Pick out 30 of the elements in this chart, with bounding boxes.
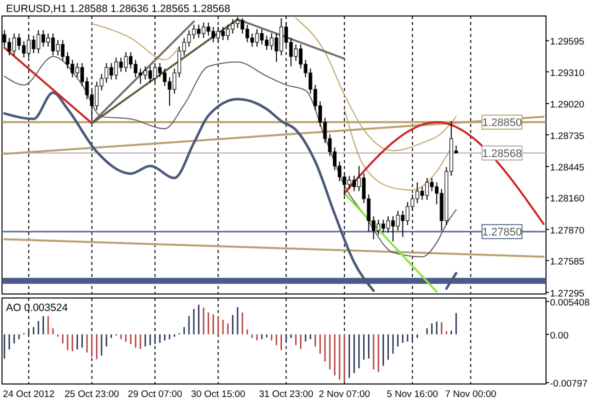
y-tick-label: 0.005408	[550, 298, 590, 309]
x-tick-label: 2 Nov 07:00	[318, 389, 370, 400]
line-series	[295, 18, 457, 152]
x-tick-label: 29 Oct 07:00	[128, 389, 182, 400]
line-series	[344, 108, 452, 191]
y-tick-label: 1.27870	[550, 225, 584, 236]
x-tick-label: 5 Nov 16:00	[386, 389, 438, 400]
y-tick-label: 0.00	[550, 330, 568, 342]
y-tick-label: -0.00797	[550, 378, 588, 390]
y-tick-label: 1.27295	[550, 288, 584, 300]
x-tick-label: 7 Nov 00:00	[445, 389, 496, 400]
chart-title: AO 0.003524	[6, 302, 68, 314]
ref-line-label: 1.28568	[482, 148, 522, 160]
y-tick-label: 1.28160	[550, 194, 584, 205]
ref-line-label: 1.27850	[482, 226, 522, 239]
x-tick-label: 25 Oct 23:00	[64, 389, 120, 400]
y-tick-label: 1.29310	[550, 68, 584, 79]
line-series	[91, 23, 180, 60]
x-tick-label: 24 Oct 2012	[2, 389, 55, 400]
x-tick-label: 31 Oct 23:00	[258, 389, 314, 400]
line-series	[4, 56, 457, 258]
y-tick-label: 1.29020	[550, 100, 584, 111]
line-series	[3, 91, 375, 292]
x-tick-label: 30 Oct 15:00	[190, 389, 246, 400]
ref-line-label: 1.28850	[482, 117, 522, 130]
chart-title: EURUSD,H1 1.28588 1.28636 1.28565 1.28568	[6, 3, 230, 15]
y-tick-label: 1.27585	[550, 256, 584, 268]
y-tick-label: 1.28735	[550, 130, 584, 142]
y-tick-label: 1.29595	[550, 36, 584, 48]
y-tick-label: 1.28445	[550, 162, 584, 174]
